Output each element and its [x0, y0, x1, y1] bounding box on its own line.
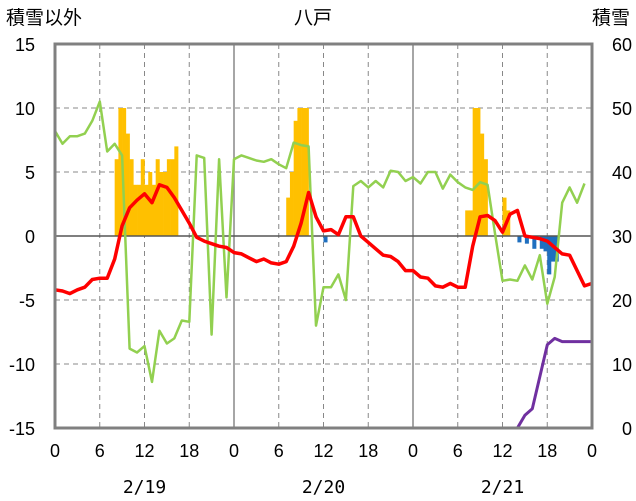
y-tick-right: 60 [612, 35, 632, 55]
y-tick-left: 10 [15, 99, 35, 119]
snowfall-bar [297, 108, 302, 236]
y-tick-left: 0 [25, 227, 35, 247]
x-tick: 0 [50, 441, 60, 461]
x-tick: 12 [313, 441, 333, 461]
snowfall-bar [174, 146, 179, 236]
snowfall-bar [289, 172, 294, 236]
y-tick-right: 30 [612, 227, 632, 247]
x-tick: 6 [274, 441, 284, 461]
snowfall-bar [148, 172, 153, 236]
snowfall-bar [465, 210, 470, 236]
x-tick: 12 [134, 441, 154, 461]
y-tick-left: -5 [19, 291, 35, 311]
snowfall-bar [472, 108, 477, 236]
x-tick: 18 [537, 441, 557, 461]
melt-bar [323, 236, 328, 243]
y-tick-right: 10 [612, 355, 632, 375]
y-axis-left-label: 積雪以外 [6, 7, 82, 29]
snowfall-bar [301, 108, 306, 236]
date-label: 2/19 [123, 477, 166, 498]
temperature-line [54, 183, 593, 296]
snowfall-bar [159, 172, 164, 236]
melt-bar [517, 236, 522, 243]
x-tick: 18 [179, 441, 199, 461]
snowfall-bar [506, 210, 511, 236]
x-tick: 6 [95, 441, 105, 461]
y-tick-left: 5 [25, 163, 35, 183]
snowfall-bar [114, 159, 119, 236]
x-tick: 0 [229, 441, 239, 461]
x-tick: 6 [453, 441, 463, 461]
snowfall-bar [137, 184, 142, 236]
y-axis-right-label: 積雪 [592, 7, 630, 29]
y-tick-right: 40 [612, 163, 632, 183]
snowfall-bar [122, 108, 127, 236]
y-tick-right: 50 [612, 99, 632, 119]
snowfall-bar [125, 133, 130, 236]
melt-bar [539, 236, 544, 249]
y-tick-right: 0 [622, 419, 632, 439]
y-tick-right: 20 [612, 291, 632, 311]
snowfall-bar [476, 108, 481, 236]
snowfall-bar [304, 108, 309, 236]
snowfall-bar [166, 159, 171, 236]
y-tick-left: -10 [9, 355, 35, 375]
plot-area [53, 42, 594, 430]
snowfall-bar [155, 159, 160, 236]
wind-line [53, 100, 586, 384]
snowfall-bar [483, 159, 488, 236]
melt-bar [532, 236, 537, 249]
snowfall-bar [133, 184, 138, 236]
x-tick: 0 [587, 441, 597, 461]
chart-title: 八戸 [294, 7, 332, 29]
snowfall-bar [163, 172, 168, 236]
x-tick: 18 [358, 441, 378, 461]
date-label: 2/21 [481, 477, 524, 498]
snowfall-bar [502, 197, 507, 236]
snowfall-bar [480, 133, 485, 236]
y-tick-left: -15 [9, 419, 35, 439]
snowfall-bar [140, 159, 145, 236]
snowfall-bar [144, 184, 149, 236]
plot-frame [53, 42, 594, 430]
melt-bar [543, 236, 548, 252]
melt-bar [524, 236, 529, 244]
melt-bar [547, 236, 552, 275]
snowfall-bar [129, 159, 134, 236]
snowfall-bar [151, 184, 156, 236]
date-label: 2/20 [302, 477, 345, 498]
x-tick: 12 [492, 441, 512, 461]
snowfall-bar [118, 108, 123, 236]
snowfall-bar [468, 210, 473, 236]
snowfall-bar [286, 197, 291, 236]
snowfall-bar [293, 120, 298, 236]
melt-bar [550, 236, 556, 262]
y-tick-left: 15 [15, 35, 35, 55]
x-tick: 0 [408, 441, 418, 461]
snow_depth-line [55, 336, 592, 430]
